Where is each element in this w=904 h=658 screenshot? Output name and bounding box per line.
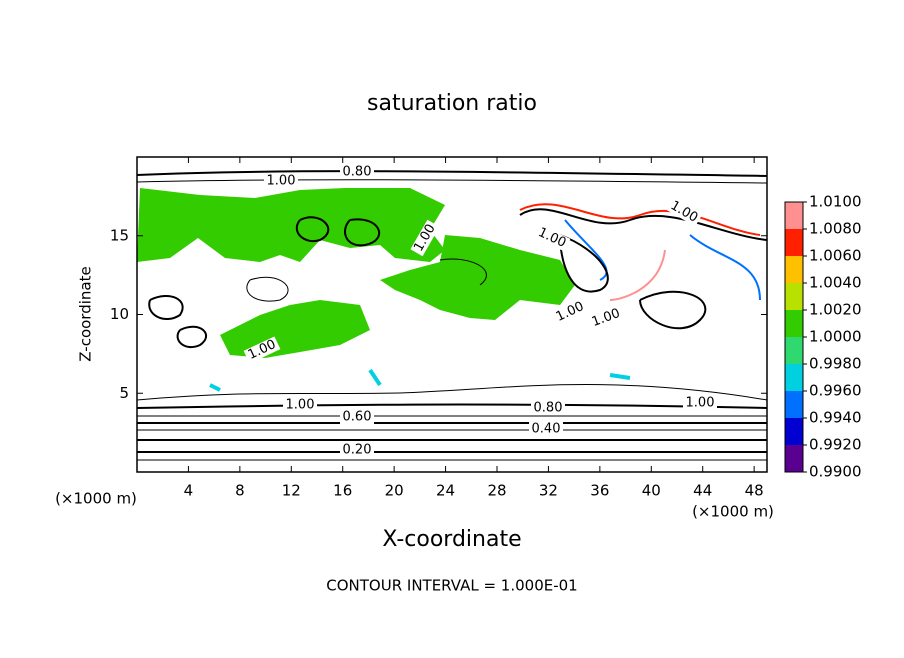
- x-tick-label: 24: [436, 482, 455, 500]
- colorbar-tick-label: 1.0100: [809, 193, 862, 211]
- contour-label: 0.80: [343, 165, 372, 180]
- colorbar-tick-label: 0.9900: [809, 463, 862, 481]
- colorbar-swatch: [785, 337, 803, 364]
- contour-label: 0.40: [532, 422, 561, 437]
- colorbar-tick-label: 1.0060: [809, 247, 862, 265]
- contour-label-bg: [340, 165, 374, 179]
- contour-label: 0.20: [343, 443, 372, 458]
- colorbar-tick-label: 0.9980: [809, 355, 862, 373]
- x-tick-label: 40: [642, 482, 661, 500]
- contour-label: 0.80: [534, 401, 563, 416]
- x-tick-label: 12: [282, 482, 301, 500]
- colorbar-tick-label: 1.0080: [809, 220, 862, 238]
- x-tick-label: 44: [693, 482, 712, 500]
- unit-label: (×1000 m): [692, 503, 774, 521]
- x-tick-label: 16: [333, 482, 352, 500]
- contour-label-bg: [531, 401, 565, 415]
- contour-label-bg: [264, 174, 298, 188]
- contour-label: 1.00: [267, 174, 296, 189]
- colorbar-tick-label: 0.9920: [809, 436, 862, 454]
- contour-label-bg: [533, 224, 571, 252]
- colorbar-tick-label: 0.9940: [809, 409, 862, 427]
- contour-label-bg: [340, 443, 374, 457]
- x-tick-label: 28: [487, 482, 506, 500]
- contour-label-bg: [587, 305, 625, 331]
- footer: CONTOUR INTERVAL = 1.000E-01: [326, 577, 577, 595]
- contour-label-bg: [243, 336, 281, 364]
- y-tick-label: 5: [119, 384, 129, 402]
- contour-label-bg: [340, 410, 374, 424]
- contour-label-bg: [683, 396, 717, 410]
- contour-label: 0.60: [343, 410, 372, 425]
- edge-bands: [209, 203, 761, 392]
- x-tick-label: 8: [235, 482, 245, 500]
- colorbar-tick-label: 1.0040: [809, 274, 862, 292]
- plot-field: [136, 156, 768, 473]
- x-tick-label: 36: [590, 482, 609, 500]
- contour-lines: [136, 170, 768, 461]
- y-axis-label: Z-coordinate: [77, 266, 95, 361]
- colorbar-swatch: [785, 310, 803, 337]
- colorbar-swatch: [785, 256, 803, 283]
- chart-title: saturation ratio: [367, 91, 537, 116]
- colorbar-swatch: [785, 391, 803, 418]
- colorbar-swatch: [785, 445, 803, 472]
- contour-label-bg: [665, 197, 703, 227]
- contour-label: 1.00: [286, 398, 315, 413]
- colorbar-swatch: [785, 202, 803, 229]
- colorbar-tick-label: 1.0020: [809, 301, 862, 319]
- x-tick-label: 4: [184, 482, 194, 500]
- colorbar-tick-label: 1.0000: [809, 328, 862, 346]
- y-tick-label: 15: [110, 226, 129, 244]
- x-tick-label: 48: [745, 482, 764, 500]
- colorbar-tick-label: 0.9960: [809, 382, 862, 400]
- x-axis-label: X-coordinate: [382, 527, 521, 552]
- x-tick-label: 32: [539, 482, 558, 500]
- contour-label-bg: [410, 219, 440, 257]
- colorbar-swatch: [785, 364, 803, 391]
- y-tick-label: 10: [110, 305, 129, 323]
- colorbar-swatch: [785, 418, 803, 445]
- contour-label-bg: [529, 422, 563, 436]
- x-tick-label: 20: [385, 482, 404, 500]
- unit-label: (×1000 m): [55, 490, 137, 508]
- contour-label-bg: [283, 398, 317, 412]
- contour-label: 1.00: [686, 396, 715, 411]
- colorbar-swatch: [785, 283, 803, 310]
- contour-label-bg: [551, 298, 589, 326]
- colorbar-swatch: [785, 229, 803, 256]
